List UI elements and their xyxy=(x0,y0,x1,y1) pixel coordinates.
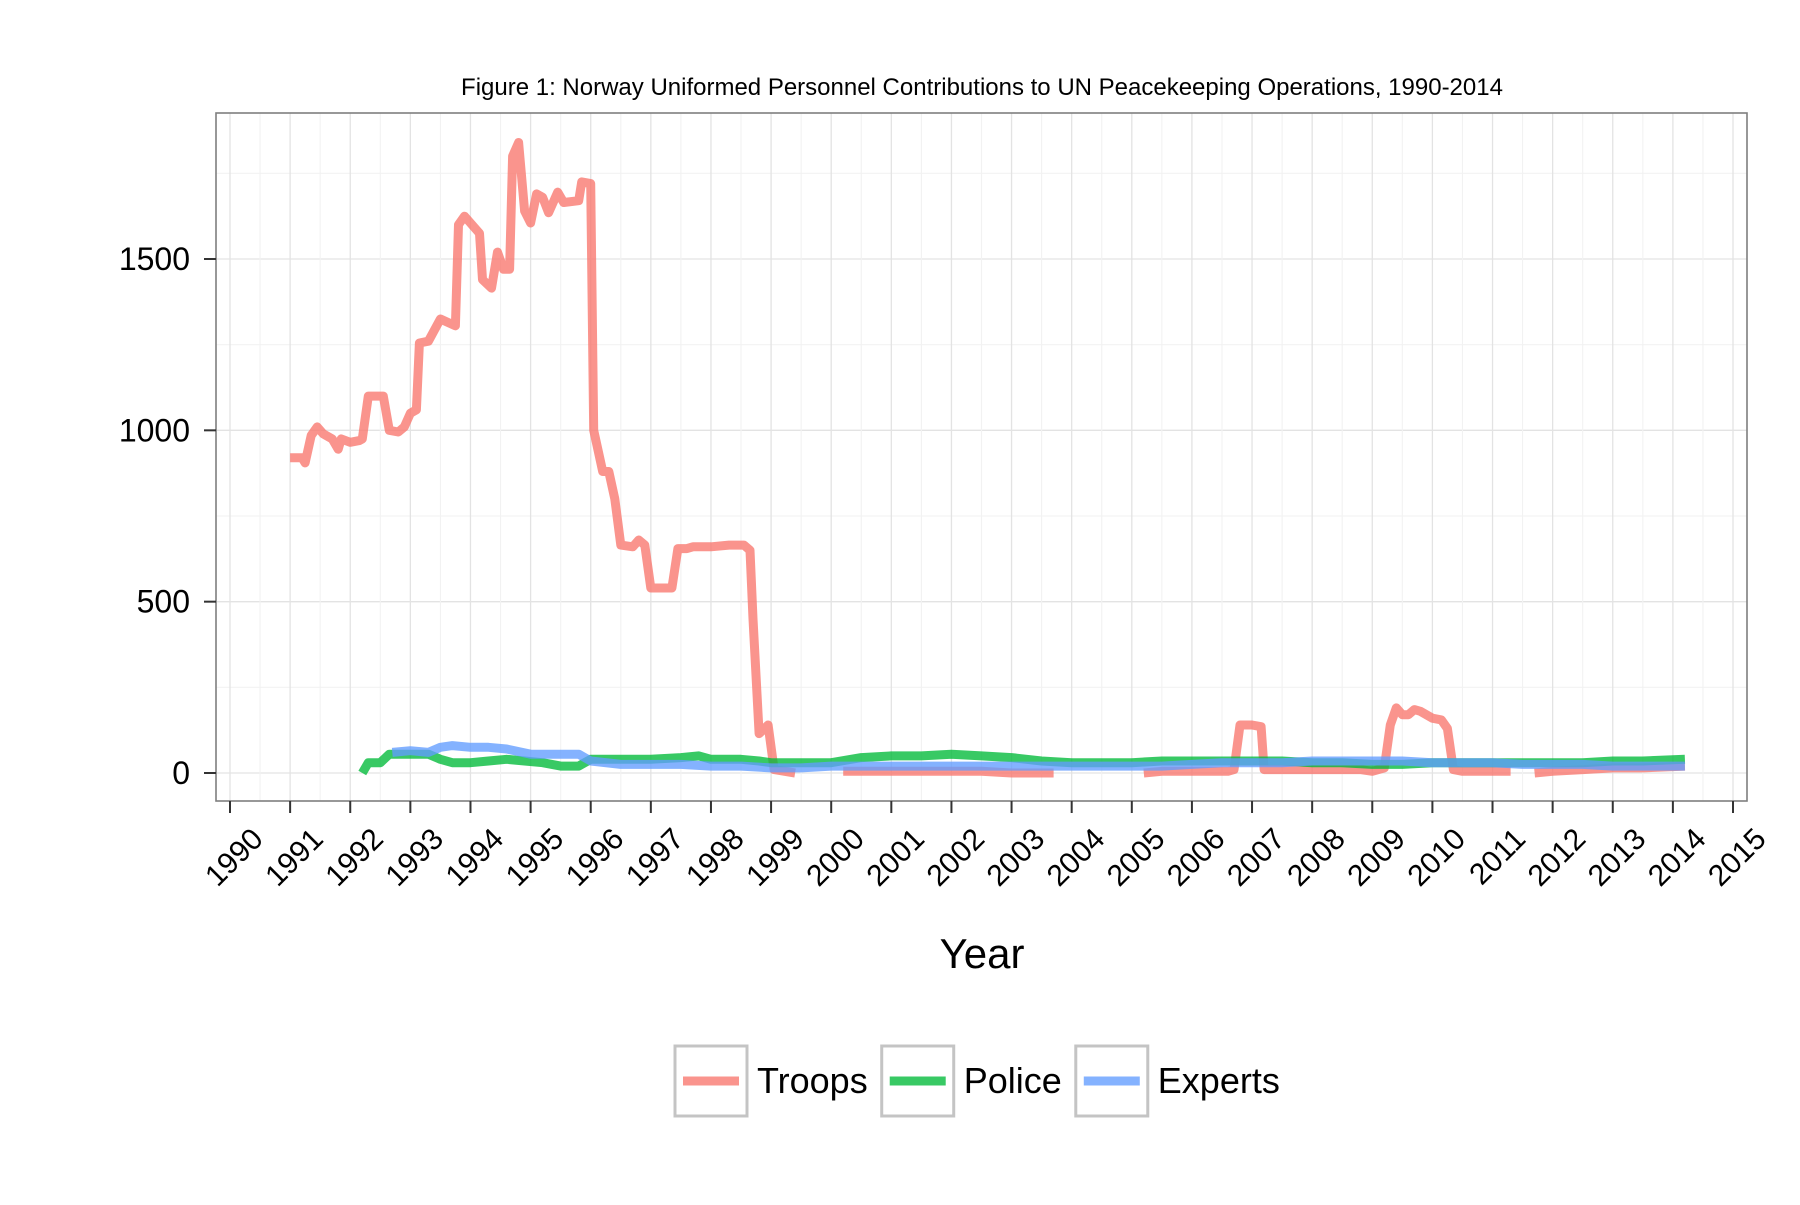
x-tick-label: 1993 xyxy=(379,822,450,893)
x-tick-label: 2006 xyxy=(1161,822,1232,893)
y-tick-label: 1000 xyxy=(119,412,190,448)
x-tick-label: 2008 xyxy=(1281,822,1352,893)
legend-label-troops: Troops xyxy=(757,1060,868,1101)
series-line-troops-segment-2 xyxy=(1143,703,1511,778)
x-tick-label: 2013 xyxy=(1582,822,1653,893)
x-tick-label: 2007 xyxy=(1221,822,1292,893)
legend: Troops Police Experts xyxy=(673,1044,1280,1118)
x-tick-label: 2001 xyxy=(860,822,931,893)
series-line-troops-segment-1 xyxy=(843,766,1054,778)
x-tick-label: 1996 xyxy=(560,822,631,893)
chart-title: Figure 1: Norway Uniformed Personnel Con… xyxy=(461,74,1503,101)
x-tick-label: 1991 xyxy=(259,822,330,893)
x-tick-label: 2003 xyxy=(981,822,1052,893)
x-tick-label: 1992 xyxy=(319,822,390,893)
x-tick-label: 1997 xyxy=(620,822,691,893)
series-line-experts xyxy=(391,741,1685,773)
plot-border xyxy=(215,112,1748,802)
series-line-troops xyxy=(290,138,796,778)
x-tick-label: 2009 xyxy=(1341,822,1412,893)
legend-label-police: Police xyxy=(964,1060,1062,1101)
x-tick-label: 2011 xyxy=(1463,822,1532,891)
x-tick-label: 2005 xyxy=(1101,822,1172,893)
x-tick-label: 1990 xyxy=(199,822,270,893)
y-tick-label: 1500 xyxy=(119,241,190,277)
x-tick-label: 2015 xyxy=(1702,822,1773,893)
x-tick-label: 2014 xyxy=(1642,822,1713,893)
legend-label-experts: Experts xyxy=(1158,1060,1280,1101)
x-tick-label: 1995 xyxy=(500,822,571,893)
x-tick-label: 1994 xyxy=(440,822,511,893)
x-tick-label: 2012 xyxy=(1522,822,1593,893)
y-tick-label: 0 xyxy=(172,755,190,791)
y-tick-label: 500 xyxy=(137,584,190,620)
x-tick-label: 2010 xyxy=(1402,822,1473,893)
x-axis-title: Year xyxy=(940,930,1025,977)
y-axis: 0 500 1000 1500 xyxy=(119,241,216,791)
x-tick-label: 1998 xyxy=(680,822,751,893)
x-tick-label: 2004 xyxy=(1041,822,1112,893)
x-axis: 1990199119921993199419951996199719981999… xyxy=(199,801,1773,893)
grid-lines xyxy=(216,113,1747,801)
x-tick-label: 2000 xyxy=(800,822,871,893)
series-lines xyxy=(290,138,1686,778)
x-tick-label: 1999 xyxy=(740,822,811,893)
x-tick-label: 2002 xyxy=(921,822,992,893)
